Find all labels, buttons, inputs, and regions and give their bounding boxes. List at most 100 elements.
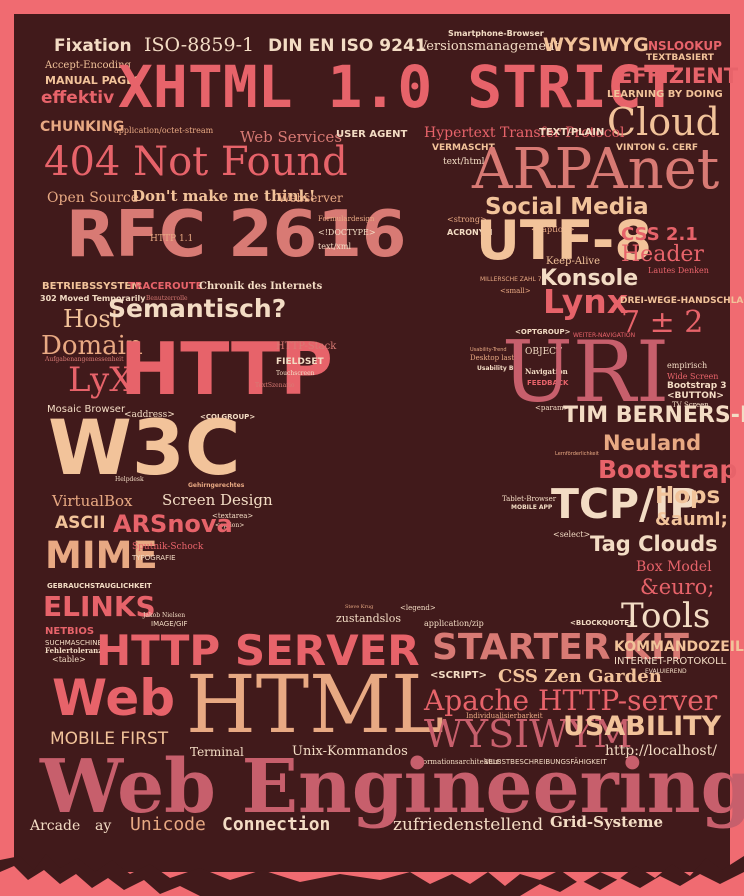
word-54: Host bbox=[63, 305, 121, 333]
word-59: Aufgabenangemessenheit bbox=[45, 356, 124, 363]
word-39: CSS 2.1 bbox=[621, 224, 698, 245]
word-17: Web Services bbox=[240, 128, 343, 146]
word-30: RFC 2616 bbox=[66, 198, 407, 272]
word-89: Screen Design bbox=[162, 491, 273, 509]
word-92: MOBILE APP bbox=[511, 504, 553, 511]
word-38: UTF-8 bbox=[476, 209, 652, 272]
word-62: FIELDSET bbox=[276, 357, 324, 367]
word-83: W3C bbox=[48, 403, 241, 492]
word-47: DREI-WEGE-HANDSCHLAG bbox=[620, 296, 744, 306]
word-140: Web Engineering bbox=[40, 744, 744, 830]
word-97: <option> bbox=[215, 522, 245, 529]
word-133: USABILITY bbox=[563, 711, 722, 742]
word-122: STARTER KIT bbox=[432, 627, 689, 668]
word-116: Tools bbox=[621, 596, 711, 636]
word-124: INTERNET-PROTOKOLL bbox=[614, 656, 727, 667]
word-58: Domain bbox=[41, 331, 143, 361]
word-104: TYPOGRAFIE bbox=[132, 554, 176, 562]
word-78: Mosaic Browser bbox=[47, 404, 126, 415]
word-138: Informationsarchitektur bbox=[413, 758, 499, 766]
word-129: HTML bbox=[186, 658, 445, 751]
word-33: text/xml bbox=[318, 242, 352, 251]
word-22: VINTON G. CERF bbox=[616, 143, 699, 153]
word-55: Semantisch? bbox=[108, 294, 287, 323]
word-119: Fehlertoleranz bbox=[45, 646, 103, 655]
word-134: MOBILE FIRST bbox=[50, 729, 169, 749]
word-126: <SCRIPT> bbox=[430, 670, 487, 681]
word-1: ISO-8859-1 bbox=[144, 34, 255, 56]
word-74: Wide Screen bbox=[667, 372, 719, 381]
word-49: BETRIEBSSYSTEM bbox=[42, 281, 142, 292]
word-9: MANUAL PAGES bbox=[45, 74, 142, 87]
word-146: Grid-Systeme bbox=[550, 813, 664, 831]
word-10: effektiv bbox=[41, 88, 115, 108]
word-91: Tablet-Browser bbox=[502, 495, 557, 503]
word-105: Box Model bbox=[636, 559, 712, 575]
word-16: application/octet-stream bbox=[114, 126, 214, 135]
word-51: Chronik des Internets bbox=[199, 281, 323, 292]
word-113: IMAGE/GIF bbox=[151, 620, 188, 628]
word-57: WEITER-NAVIGATION bbox=[573, 332, 636, 339]
word-7: TEXTBASIERT bbox=[646, 53, 714, 63]
word-76: <BUTTON> bbox=[667, 391, 724, 401]
word-31: Formulardesign bbox=[318, 215, 375, 223]
word-102: MIME bbox=[45, 534, 158, 577]
word-14: Cloud bbox=[607, 100, 720, 144]
word-123: KOMMANDOZEILE bbox=[614, 639, 744, 655]
word-66: Usability-Trend bbox=[470, 347, 507, 353]
word-63: Touchscreen bbox=[276, 370, 315, 377]
word-64: TextSzenario bbox=[255, 382, 295, 389]
word-40: Header bbox=[621, 242, 704, 267]
word-94: Hops bbox=[655, 483, 721, 509]
torn-edge-decoration bbox=[0, 854, 744, 896]
word-90: VirtualBox bbox=[52, 492, 133, 510]
word-85: Lernförderlichkeit bbox=[555, 451, 599, 457]
word-145: zufriedenstellend bbox=[393, 815, 544, 835]
word-80: <COLGROUP> bbox=[200, 413, 256, 421]
word-42: Lautes Denken bbox=[648, 266, 709, 275]
word-15: CHUNKING bbox=[40, 119, 125, 135]
word-114: application/zip bbox=[424, 619, 484, 628]
word-37: ACRONYM bbox=[447, 228, 493, 237]
word-36: <caption> bbox=[531, 225, 575, 234]
word-101: Tag Clouds bbox=[590, 532, 718, 556]
word-70: Navigation bbox=[525, 367, 568, 376]
word-109: Steve Krug bbox=[345, 604, 374, 610]
word-111: zustandslos bbox=[336, 612, 402, 625]
word-35: <strong> bbox=[447, 215, 487, 224]
word-103: Sputnik-Schock bbox=[132, 542, 204, 552]
word-50: TRACEROUTE bbox=[128, 281, 203, 292]
word-3: Smartphone-Browser bbox=[448, 29, 544, 38]
word-2: DIN EN ISO 9241 bbox=[268, 36, 427, 56]
word-77: TV Screen bbox=[672, 401, 709, 409]
word-121: HTTP SERVER bbox=[96, 626, 420, 675]
word-5: WYSIWYG bbox=[543, 34, 649, 56]
word-143: Unicode bbox=[130, 814, 206, 835]
word-72: URI bbox=[502, 323, 670, 421]
word-132: WYSIWYM bbox=[424, 712, 633, 756]
word-130: Apache HTTP-server bbox=[424, 684, 718, 717]
word-86: Bootstrap bbox=[598, 455, 738, 484]
word-141: Arcade bbox=[30, 818, 81, 834]
word-28: Webserver bbox=[278, 191, 343, 205]
word-0: Fixation bbox=[54, 36, 132, 56]
word-68: Usability Bug bbox=[477, 365, 522, 372]
word-100: <select> bbox=[553, 530, 591, 539]
word-19: Hypertext Transfer Protocol bbox=[424, 125, 625, 141]
word-61: HTTP-Stack bbox=[276, 341, 337, 352]
word-108: ELINKS bbox=[43, 590, 156, 623]
word-11: XHTML 1.0 STRICT bbox=[118, 53, 677, 121]
word-117: NETBIOS bbox=[45, 626, 95, 637]
word-127: CSS Zen Garden bbox=[498, 666, 662, 687]
word-24: 404 Not Found bbox=[44, 139, 348, 185]
word-82: TIM BERNERS-LEE bbox=[563, 403, 744, 428]
word-144: Connection bbox=[222, 814, 331, 835]
word-25: ARPAnet bbox=[472, 137, 720, 202]
word-12: EFFIZIENT bbox=[618, 64, 739, 88]
word-46: Lynx bbox=[543, 282, 629, 321]
word-23: text/html bbox=[443, 157, 485, 167]
word-98: ASCII bbox=[55, 513, 106, 533]
word-137: http://localhost/ bbox=[605, 743, 717, 759]
word-41: Keep-Alive bbox=[546, 256, 601, 267]
word-142: ay bbox=[95, 818, 112, 834]
